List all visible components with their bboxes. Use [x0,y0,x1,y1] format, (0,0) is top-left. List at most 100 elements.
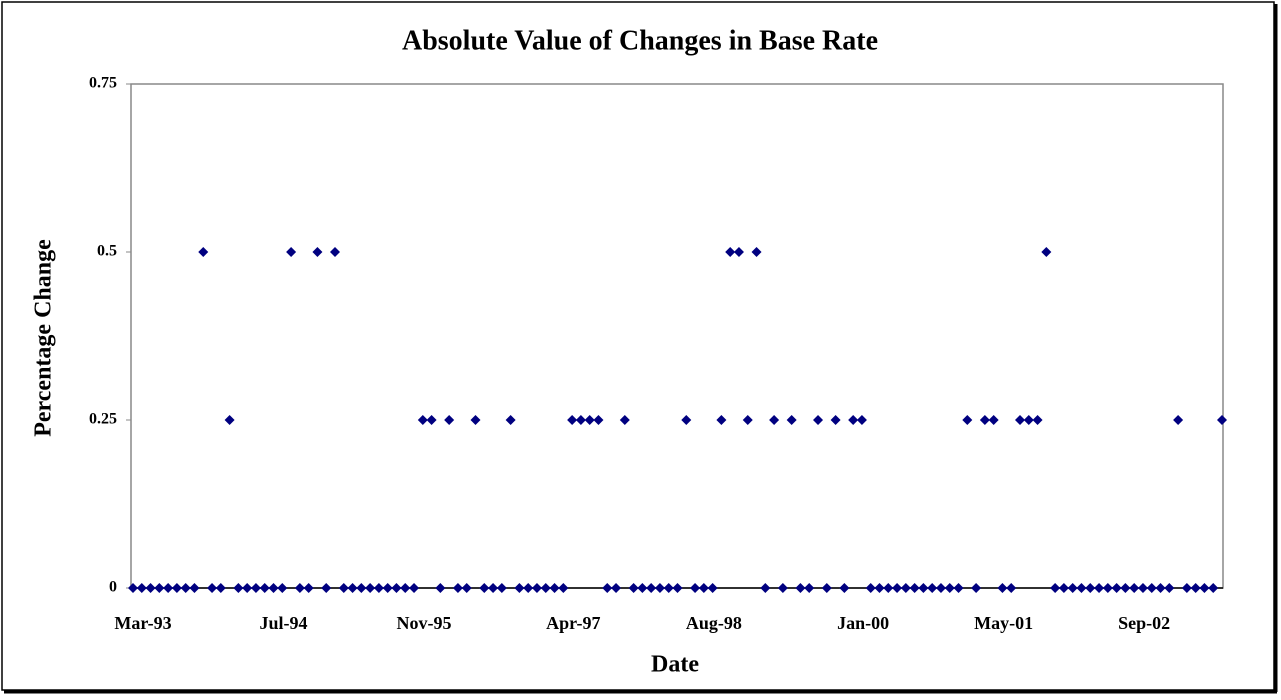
point [1041,247,1052,257]
point [777,583,788,593]
point [277,583,288,593]
point [189,583,200,593]
point [874,583,885,593]
x-tick-label: Apr-97 [546,613,600,633]
point [804,583,815,593]
point [567,415,578,425]
point [1058,583,1069,593]
point [971,583,982,593]
point [540,583,551,593]
point [1050,583,1061,593]
x-tick-label: May-01 [974,613,1033,633]
point [1164,583,1175,593]
point [988,415,999,425]
point [979,415,990,425]
point [1146,583,1157,593]
y-tick-label: 0.5 [97,243,117,260]
point [409,583,420,593]
point [373,583,384,593]
point [224,415,235,425]
point [909,583,920,593]
point [821,583,832,593]
point [496,583,507,593]
point [1085,583,1096,593]
point [1155,583,1166,593]
point [1129,583,1140,593]
point [619,415,630,425]
point [215,583,226,593]
point [470,415,481,425]
point [514,583,525,593]
point [356,583,367,593]
point [1217,415,1227,425]
point [900,583,911,593]
point [136,583,147,593]
point [1190,583,1201,593]
point [751,247,762,257]
point [839,583,850,593]
point [742,415,753,425]
point [654,583,665,593]
point [997,583,1008,593]
point [145,583,156,593]
point [1067,583,1078,593]
point [944,583,955,593]
point [1006,583,1017,593]
point [435,583,446,593]
point [163,583,174,593]
point [338,583,349,593]
point [1137,583,1148,593]
point [848,415,859,425]
point [681,415,692,425]
point [892,583,903,593]
chart-title: Absolute Value of Changes in Base Rate [402,25,878,56]
point [198,247,209,257]
point [646,583,657,593]
point [698,583,709,593]
point [505,415,516,425]
point [461,583,472,593]
point [602,583,613,593]
point [786,415,797,425]
point [382,583,393,593]
point [935,583,946,593]
point [690,583,701,593]
point [444,415,455,425]
point [584,415,595,425]
point [523,583,534,593]
point [716,415,727,425]
point [259,583,270,593]
x-tick-label: Jan-00 [837,613,889,633]
x-axis-title: Date [651,652,699,678]
point [286,247,297,257]
point [1102,583,1113,593]
point [321,583,332,593]
y-tick-label: 0 [109,579,117,596]
point [813,415,824,425]
point [303,583,314,593]
point [558,583,569,593]
point [769,415,780,425]
point [856,415,867,425]
point [611,583,622,593]
point [426,415,437,425]
point [417,415,428,425]
point [1181,583,1192,593]
point [1208,583,1219,593]
point [171,583,182,593]
point [250,583,261,593]
point [1032,415,1043,425]
point [488,583,499,593]
point [128,583,138,593]
point [1120,583,1131,593]
point [1111,583,1122,593]
point [637,583,648,593]
point [1094,583,1105,593]
point [672,583,683,593]
point [268,583,279,593]
point [347,583,358,593]
point [927,583,938,593]
point [452,583,463,593]
